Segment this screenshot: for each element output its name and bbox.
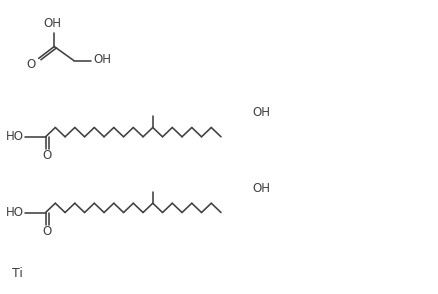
Text: HO: HO [5, 206, 23, 219]
Text: O: O [42, 149, 52, 162]
Text: OH: OH [93, 54, 111, 66]
Text: O: O [26, 58, 35, 71]
Text: O: O [42, 225, 52, 238]
Text: OH: OH [251, 106, 270, 118]
Text: HO: HO [5, 130, 23, 143]
Text: Ti: Ti [12, 267, 23, 280]
Text: OH: OH [251, 182, 270, 195]
Text: OH: OH [43, 17, 61, 30]
